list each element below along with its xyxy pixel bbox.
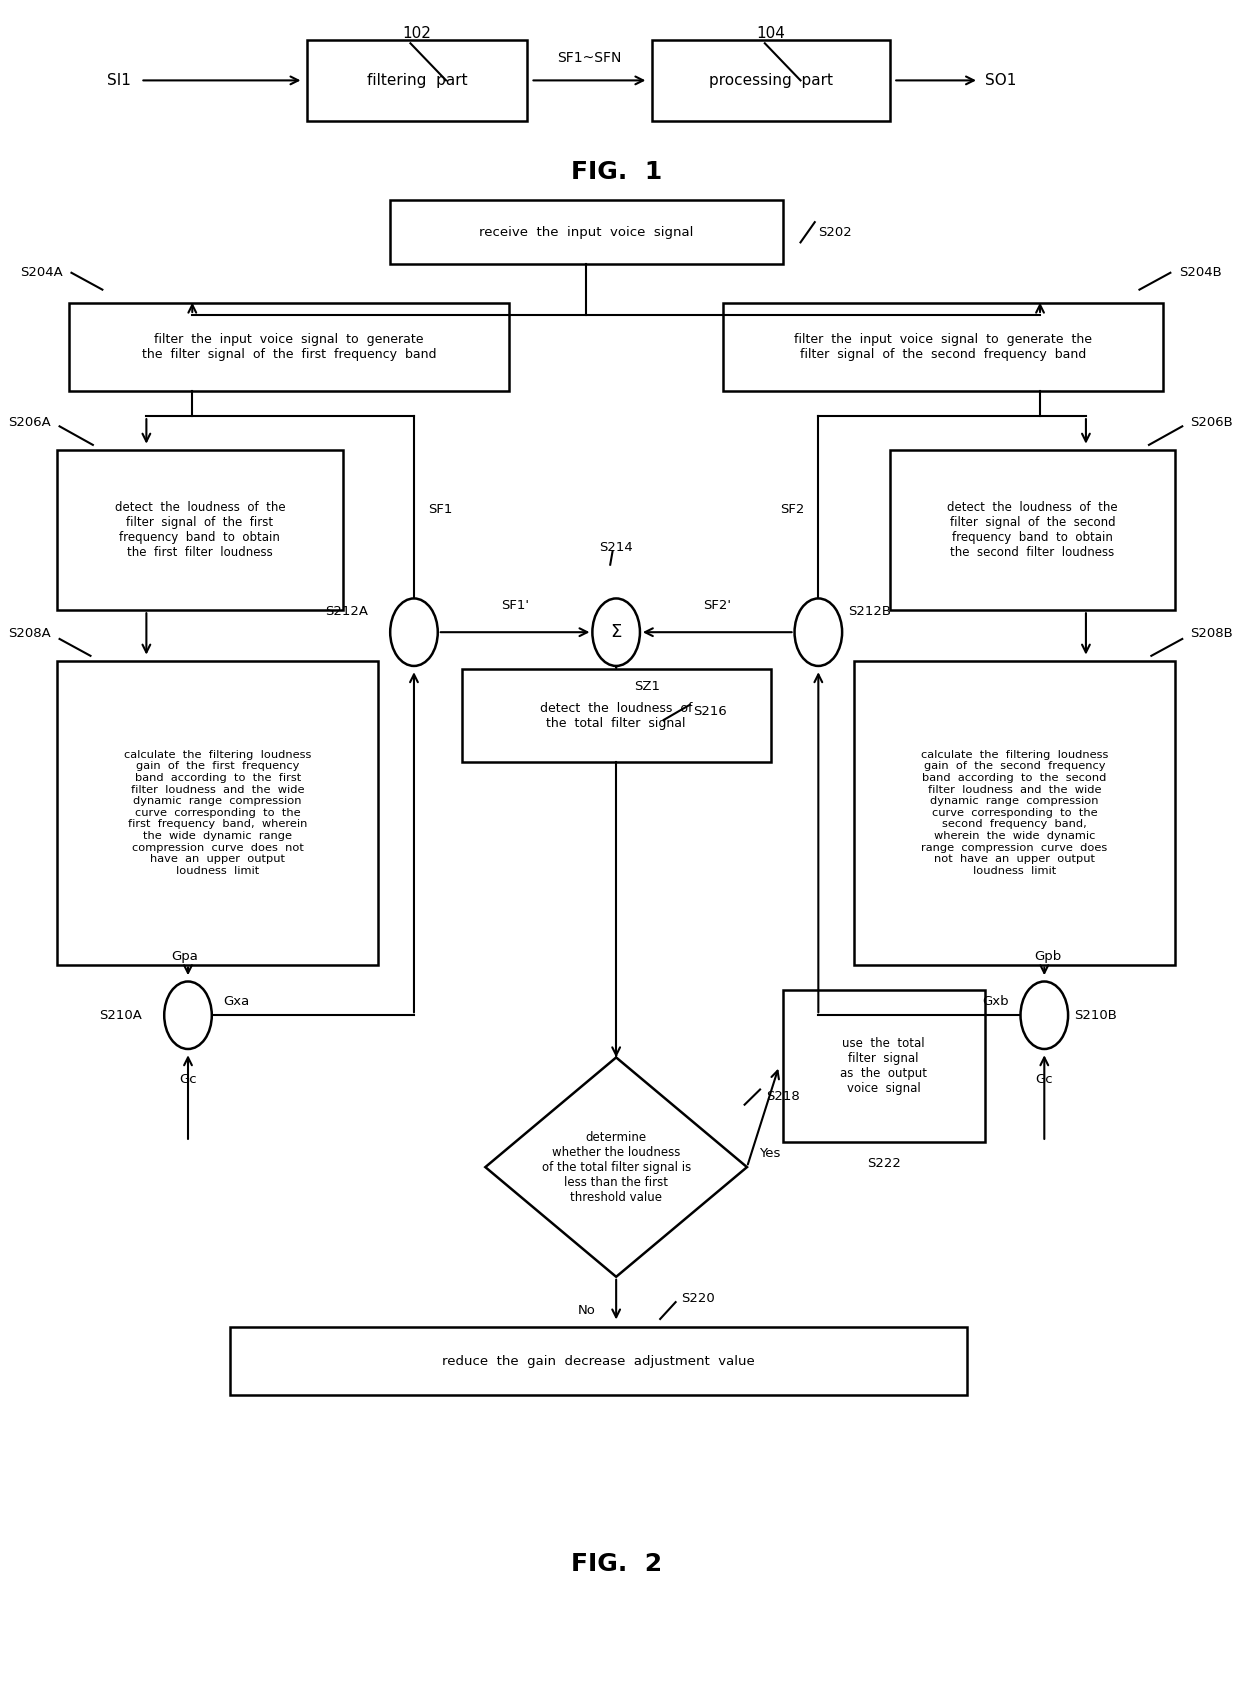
Text: S210A: S210A <box>99 1009 141 1023</box>
Text: Yes: Yes <box>759 1148 780 1160</box>
Text: SO1: SO1 <box>985 73 1017 88</box>
Text: processing  part: processing part <box>709 73 833 88</box>
Text: S206B: S206B <box>1190 416 1234 430</box>
Text: calculate  the  filtering  loudness
gain  of  the  second  frequency
band  accor: calculate the filtering loudness gain of… <box>921 750 1109 875</box>
FancyBboxPatch shape <box>854 660 1176 965</box>
FancyBboxPatch shape <box>889 450 1176 609</box>
Text: SF2': SF2' <box>703 599 732 611</box>
Circle shape <box>391 598 438 665</box>
Text: SF1: SF1 <box>428 503 453 515</box>
Text: FIG.  2: FIG. 2 <box>570 1552 662 1576</box>
FancyBboxPatch shape <box>723 303 1163 391</box>
Text: S204A: S204A <box>20 266 63 279</box>
Text: SF1': SF1' <box>501 599 529 611</box>
Text: FIG.  1: FIG. 1 <box>570 159 662 183</box>
Circle shape <box>1021 982 1068 1050</box>
Text: use  the  total
filter  signal
as  the  output
voice  signal: use the total filter signal as the outpu… <box>841 1036 928 1095</box>
FancyBboxPatch shape <box>461 669 771 762</box>
Text: S202: S202 <box>818 225 852 239</box>
Circle shape <box>164 982 212 1050</box>
FancyBboxPatch shape <box>69 303 510 391</box>
FancyBboxPatch shape <box>57 450 342 609</box>
Text: filter  the  input  voice  signal  to  generate
the  filter  signal  of  the  fi: filter the input voice signal to generat… <box>141 334 436 361</box>
Text: Gc: Gc <box>1035 1073 1053 1085</box>
FancyBboxPatch shape <box>782 990 985 1141</box>
Text: S222: S222 <box>867 1158 900 1170</box>
Text: S214: S214 <box>599 542 634 554</box>
Text: S208B: S208B <box>1190 628 1234 640</box>
Text: Gc: Gc <box>180 1073 197 1085</box>
Text: S212B: S212B <box>848 606 892 618</box>
FancyBboxPatch shape <box>57 660 378 965</box>
Text: Gpa: Gpa <box>171 950 198 963</box>
Text: S212A: S212A <box>325 606 368 618</box>
Text: $\Sigma$: $\Sigma$ <box>610 623 622 642</box>
Text: SZ1: SZ1 <box>634 679 660 692</box>
Text: 104: 104 <box>756 25 785 41</box>
Text: Gxa: Gxa <box>223 995 250 1009</box>
Text: Gxb: Gxb <box>982 995 1008 1009</box>
FancyBboxPatch shape <box>652 41 889 120</box>
Text: filter  the  input  voice  signal  to  generate  the
filter  signal  of  the  se: filter the input voice signal to generat… <box>794 334 1092 361</box>
Circle shape <box>593 598 640 665</box>
Circle shape <box>795 598 842 665</box>
Text: determine
whether the loudness
of the total filter signal is
less than the first: determine whether the loudness of the to… <box>542 1131 691 1204</box>
Text: calculate  the  filtering  loudness
gain  of  the  first  frequency
band  accord: calculate the filtering loudness gain of… <box>124 750 311 875</box>
FancyBboxPatch shape <box>391 200 782 264</box>
Text: SF2: SF2 <box>780 503 804 515</box>
Text: SF1~SFN: SF1~SFN <box>557 51 621 66</box>
Text: No: No <box>578 1304 595 1317</box>
Text: filtering  part: filtering part <box>367 73 467 88</box>
Text: S208A: S208A <box>9 628 51 640</box>
Text: S206A: S206A <box>9 416 51 430</box>
Text: receive  the  input  voice  signal: receive the input voice signal <box>479 225 693 239</box>
FancyBboxPatch shape <box>229 1327 967 1395</box>
Text: 102: 102 <box>402 25 430 41</box>
FancyBboxPatch shape <box>308 41 527 120</box>
Text: SI1: SI1 <box>107 73 131 88</box>
Text: detect  the  loudness  of
the  total  filter  signal: detect the loudness of the total filter … <box>539 701 692 730</box>
Text: S216: S216 <box>693 704 727 718</box>
Polygon shape <box>485 1058 746 1277</box>
Text: detect  the  loudness  of  the
filter  signal  of  the  second
frequency  band  : detect the loudness of the filter signal… <box>947 501 1117 559</box>
Text: reduce  the  gain  decrease  adjustment  value: reduce the gain decrease adjustment valu… <box>441 1354 755 1368</box>
Text: S210B: S210B <box>1074 1009 1117 1023</box>
Text: S218: S218 <box>766 1090 800 1102</box>
Text: detect  the  loudness  of  the
filter  signal  of  the  first
frequency  band  t: detect the loudness of the filter signal… <box>114 501 285 559</box>
Text: Gpb: Gpb <box>1034 950 1061 963</box>
Text: S220: S220 <box>682 1292 715 1305</box>
Text: S204B: S204B <box>1179 266 1221 279</box>
